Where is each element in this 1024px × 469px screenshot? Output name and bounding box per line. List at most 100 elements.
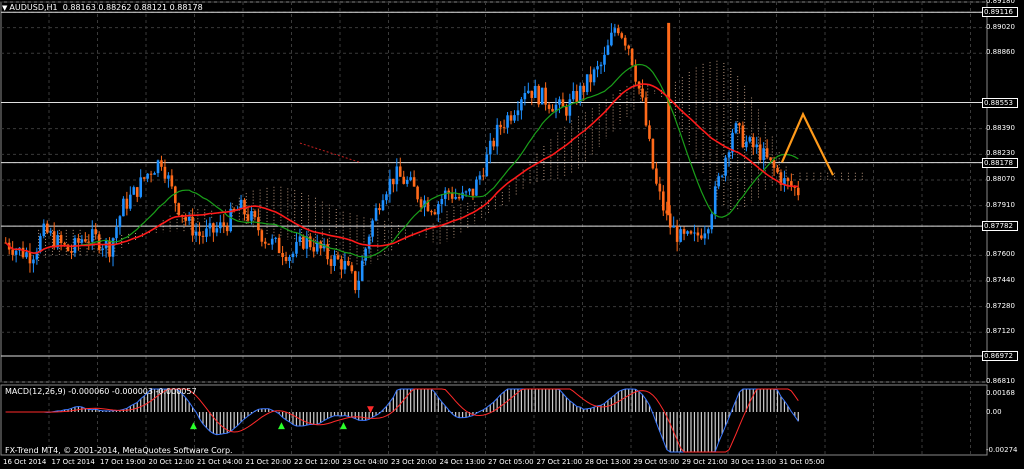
symbol-header: ▼ AUDUSD,H1 0.88163 0.88262 0.88121 0.881…: [2, 3, 203, 12]
candle-body: [758, 144, 762, 160]
candle-body: [77, 238, 80, 243]
candle-body: [717, 176, 720, 187]
candle-body: [42, 223, 46, 237]
candle-body: [135, 187, 139, 197]
candle-body: [509, 115, 513, 121]
candle-body: [606, 45, 610, 55]
candle-body: [291, 253, 295, 258]
price-label: 0.87280: [986, 301, 1015, 310]
candle-body: [66, 244, 70, 252]
candle-body: [388, 178, 392, 195]
candle-body: [25, 252, 28, 258]
candle-body: [153, 173, 156, 175]
zigzag-projection[interactable]: [780, 111, 834, 176]
candle-body: [634, 65, 637, 82]
candle-body: [250, 211, 253, 221]
candle-body: [56, 235, 59, 248]
candle-body: [52, 231, 56, 248]
candle-body: [464, 191, 468, 193]
candle-body: [668, 213, 672, 228]
candle-body: [257, 217, 260, 231]
candle-body: [419, 199, 423, 208]
candle-body: [772, 160, 776, 168]
candle-body: [682, 229, 686, 234]
candle-body: [167, 175, 170, 179]
candle-body: [201, 235, 205, 237]
ma-fast-line: [5, 83, 799, 254]
candle-body: [700, 235, 703, 239]
candle-body: [284, 256, 288, 262]
macd-scale-mid: 0.00: [986, 408, 1002, 416]
candle-body: [454, 197, 457, 199]
candle-body: [665, 210, 669, 214]
candle-body: [84, 239, 87, 242]
candle-body: [478, 175, 482, 180]
price-label: 0.86810: [986, 377, 1015, 385]
candle-body: [620, 33, 624, 38]
price-label: 0.87600: [986, 250, 1015, 259]
macd-line: [5, 388, 799, 453]
candle-body: [734, 123, 738, 133]
price-label: 0.88860: [986, 48, 1015, 57]
candle-body: [28, 252, 32, 264]
candle-body: [582, 85, 585, 93]
price-label: 0.89116: [982, 7, 1018, 18]
candle-body: [706, 229, 710, 234]
candle-body: [589, 74, 592, 83]
macd-signal-line: [5, 388, 799, 453]
ohlc-values: 0.88163 0.88262 0.88121 0.88178: [62, 3, 203, 12]
candle-body: [575, 91, 579, 103]
candle-body: [610, 32, 613, 46]
candle-body: [125, 198, 129, 209]
candle-body: [641, 88, 644, 98]
candle-body: [440, 198, 444, 205]
candle-body: [547, 104, 551, 109]
candle-body: [21, 247, 25, 258]
candle-body: [395, 166, 399, 185]
price-label: 0.86972: [982, 351, 1018, 362]
candle-body: [495, 124, 499, 147]
candle-body: [146, 173, 149, 179]
candle-body: [651, 138, 655, 169]
candle-body: [295, 241, 298, 254]
horizontal-levels[interactable]: [1, 11, 987, 357]
candle-body: [661, 191, 665, 211]
candle-body: [378, 208, 381, 211]
candle-body: [205, 228, 208, 237]
candle-body: [129, 194, 132, 209]
candle-body: [336, 255, 340, 260]
candle-body: [796, 187, 800, 196]
candle-body: [97, 234, 101, 250]
candle-body: [90, 229, 94, 242]
candle-body: [433, 212, 437, 215]
price-candles: [4, 22, 800, 298]
candle-body: [308, 236, 312, 248]
candle-body: [765, 148, 769, 158]
candle-body: [111, 238, 115, 257]
trendline-dotted[interactable]: [299, 142, 361, 163]
candle-body: [572, 91, 575, 100]
candle-body: [544, 87, 547, 105]
candle-body: [565, 106, 568, 116]
time-label: 24 Oct 13:00: [439, 458, 486, 466]
candle-body: [748, 137, 752, 142]
candle-body: [720, 175, 724, 177]
candle-body: [648, 125, 651, 139]
copyright-text: FX-Trend MT4, © 2001-2014, MetaQuotes So…: [5, 446, 233, 455]
candle-body: [412, 177, 416, 187]
candle-body: [745, 141, 748, 148]
candle-body: [520, 99, 523, 111]
candle-body: [191, 216, 194, 236]
candle-body: [450, 192, 454, 199]
candle-body: [225, 226, 229, 232]
candle-body: [655, 168, 658, 184]
macd-panel[interactable]: [0, 384, 988, 456]
macd-scale-bottom: -0.00274: [986, 446, 1018, 454]
dropdown-triangle-icon: ▼: [2, 4, 8, 12]
candle-body: [430, 211, 433, 213]
price-label: 0.89180: [986, 0, 1015, 5]
candle-body: [94, 229, 98, 235]
candle-body: [769, 157, 772, 161]
candle-body: [70, 251, 73, 253]
